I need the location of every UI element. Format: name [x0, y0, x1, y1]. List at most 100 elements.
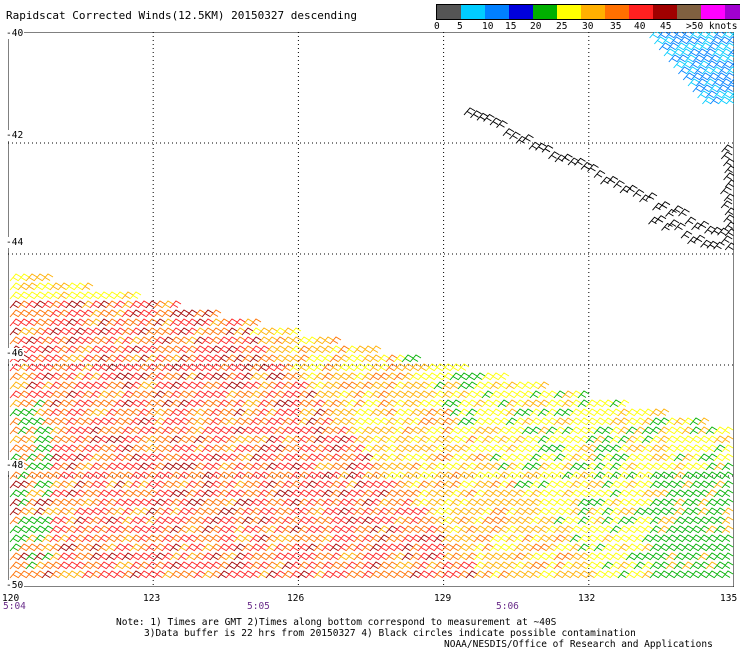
wind-barb: [177, 426, 190, 435]
wind-barb: [217, 399, 230, 408]
wind-barb: [473, 381, 486, 390]
wind-barb: [33, 561, 46, 570]
wind-barb: [561, 489, 574, 498]
wind-barb: [145, 480, 158, 489]
wind-barb: [169, 336, 182, 345]
wind-barb: [377, 408, 390, 417]
wind-barb: [297, 552, 310, 561]
wind-barb: [609, 543, 622, 552]
wind-barb: [337, 399, 350, 408]
wind-barb: [201, 435, 214, 444]
wind-barb: [353, 480, 366, 489]
wind-barb: [129, 363, 142, 372]
wind-barb: [721, 525, 734, 534]
wind-barb: [97, 525, 110, 534]
wind-barb: [193, 318, 206, 327]
wind-barb: [689, 543, 702, 552]
wind-barb: [561, 435, 574, 444]
wind-barb: [457, 453, 470, 462]
wind-barb: [625, 453, 638, 462]
wind-barb: [609, 417, 622, 426]
wind-barb: [513, 516, 526, 525]
wind-barb: [57, 354, 70, 363]
wind-barb: [273, 561, 286, 570]
wind-barb: [337, 561, 350, 570]
wind-barb: [113, 336, 126, 345]
wind-barb: [345, 363, 358, 372]
wind-barb: [617, 525, 630, 534]
wind-barb: [185, 471, 198, 480]
wind-barb: [473, 534, 486, 543]
wind-barb: [641, 525, 654, 534]
wind-barb: [425, 453, 438, 462]
wind-barb: [617, 435, 630, 444]
wind-barb: [465, 417, 478, 426]
wind-barb: [521, 525, 534, 534]
wind-barb: [609, 561, 622, 570]
wind-barb: [577, 426, 590, 435]
wind-barb: [449, 435, 462, 444]
wind-barb: [641, 462, 654, 471]
wind-barb: [425, 552, 438, 561]
wind-barb: [545, 408, 558, 417]
wind-barb: [529, 489, 542, 498]
wind-barb: [722, 42, 734, 51]
wind-barb: [673, 570, 686, 579]
wind-barb: [177, 552, 190, 561]
wind-barb: [321, 408, 334, 417]
wind-barb: [489, 417, 502, 426]
wind-barb: [724, 242, 734, 251]
wind-barb: [441, 471, 454, 480]
wind-barb: [529, 570, 542, 579]
wind-barb: [345, 354, 358, 363]
wind-barb: [601, 444, 614, 453]
wind-barb: [273, 426, 286, 435]
wind-barb: [369, 372, 382, 381]
wind-barb: [433, 543, 446, 552]
wind-barb: [145, 543, 158, 552]
wind-barb: [81, 435, 94, 444]
wind-barb: [489, 543, 502, 552]
wind-barb: [249, 507, 262, 516]
wind-barb: [521, 435, 534, 444]
wind-barb: [57, 480, 70, 489]
wind-barb: [217, 525, 230, 534]
wind-barb: [217, 453, 230, 462]
wind-barb: [241, 462, 254, 471]
wind-barb: [473, 435, 486, 444]
wind-barb: [289, 498, 302, 507]
wind-barb: [81, 390, 94, 399]
wind-barb: [719, 48, 732, 57]
wind-barb: [225, 435, 238, 444]
wind-barb: [57, 426, 70, 435]
wind-barb: [233, 390, 246, 399]
wind-barb: [297, 543, 310, 552]
wind-barb: [97, 507, 110, 516]
wind-barb: [105, 354, 118, 363]
wind-barb: [585, 444, 598, 453]
colorbar-swatch: [557, 5, 581, 19]
wind-barb: [49, 525, 62, 534]
wind-barb: [25, 525, 38, 534]
wind-barb: [305, 498, 318, 507]
wind-barb: [641, 408, 654, 417]
wind-barb: [721, 516, 734, 525]
wind-barb: [313, 417, 326, 426]
wind-barb: [561, 444, 574, 453]
wind-barb: [377, 354, 390, 363]
wind-barb: [593, 498, 606, 507]
wind-barb: [377, 534, 390, 543]
wind-barb: [425, 372, 438, 381]
wind-barb: [145, 381, 158, 390]
wind-barb: [657, 561, 670, 570]
wind-barb: [97, 399, 110, 408]
wind-barb: [385, 399, 398, 408]
wind-barb: [473, 453, 486, 462]
wind-barb: [281, 435, 294, 444]
wind-barb: [9, 471, 22, 480]
wind-barb: [249, 345, 262, 354]
wind-barb: [457, 534, 470, 543]
wind-barb: [265, 471, 278, 480]
wind-barb: [161, 552, 174, 561]
wind-barb: [209, 417, 222, 426]
